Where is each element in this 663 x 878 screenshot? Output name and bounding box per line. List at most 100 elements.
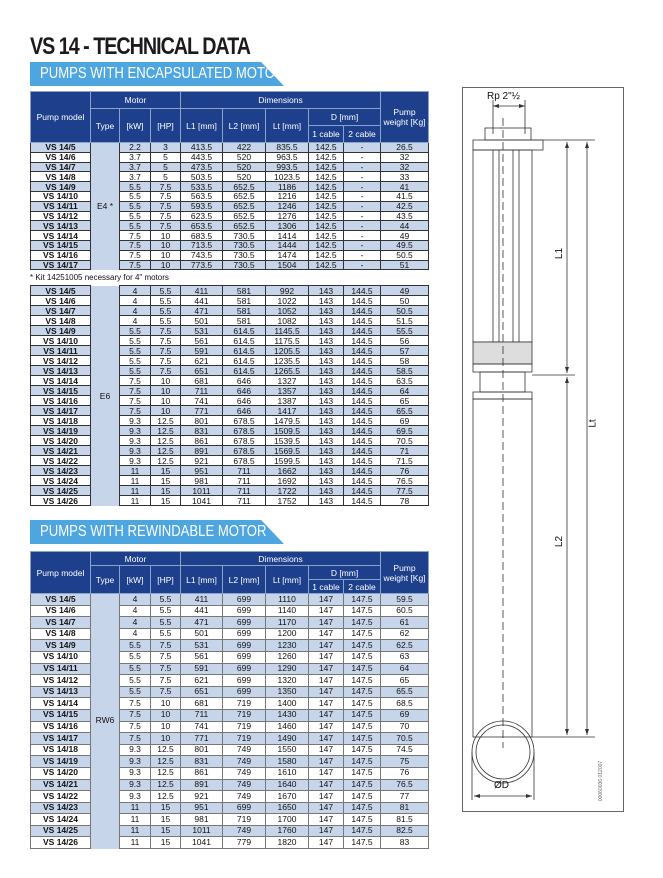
cell-value: 82.5 [380, 824, 430, 838]
cell-value: 1357 [265, 385, 309, 396]
cell-value: 147 [308, 616, 344, 629]
cell-model: VS 14/16 [30, 395, 91, 406]
cell-value: 520 [222, 161, 266, 173]
cell-value: 7.5 [150, 335, 181, 346]
table-row: VS 14/7 4 5.5 471 581 1052 143 144.5 50.5 [30, 305, 429, 316]
cell-value: 1444 [265, 239, 309, 251]
cell-value: 743.5 [180, 249, 223, 261]
table-row: VS 14/25 11 15 1011 749 1760 147 147.5 82.5 [30, 824, 430, 838]
cell-value: 1200 [265, 627, 309, 641]
cell-value: 1417 [265, 405, 309, 416]
cell-value: 5.5 [119, 650, 151, 664]
table-row: VS 14/23 11 15 951 699 1650 147 147.5 81 [30, 801, 430, 815]
cell-value: 50.5 [380, 305, 429, 316]
rp-thread-label: Rp 2"½ [487, 91, 521, 102]
cell-value: 147.5 [342, 616, 382, 629]
cell-value: - [342, 230, 382, 241]
cell-value: 681 [180, 697, 223, 710]
cell-value: 473.5 [180, 161, 223, 173]
cell-value: 147.5 [342, 720, 382, 734]
cell-value: 10 [150, 732, 181, 745]
cell-value: 142.5 [308, 220, 344, 232]
cell-value: 49 [380, 230, 430, 241]
cell-value: 12.5 [150, 445, 181, 456]
cell-value: 142.5 [308, 171, 344, 183]
cell-value: 147 [308, 650, 344, 664]
table-row: VS 14/22 9.3 12.5 921 678.5 1599.5 143 144.5 71.… [30, 455, 429, 466]
cell-model: VS 14/17 [30, 405, 91, 416]
cell-value: 678.5 [222, 455, 266, 466]
header-pump-model: Pump model [30, 551, 91, 594]
table-row: VS 14/24 11 15 981 711 1692 143 144.5 76.5 [30, 475, 429, 486]
cell-value: 3.7 [119, 151, 151, 163]
cell-value: 143 [308, 395, 344, 406]
cell-value: 10 [150, 239, 181, 251]
header-pump-model: Pump model [30, 91, 91, 143]
cell-value: 5.5 [119, 685, 151, 699]
cell-value: 147.5 [342, 593, 382, 606]
l2-label: L2 [554, 535, 566, 548]
cell-value: 7.5 [150, 190, 181, 202]
cell-value: 147 [308, 639, 344, 652]
cell-value: 993.5 [265, 161, 309, 173]
cell-value: 719 [222, 720, 266, 734]
cell-value: 561 [180, 650, 223, 664]
e6-motor-table: VS 14/5 E6 4 5.5 411 581 992 143 144.5 49 VS 14/6 4… [30, 285, 429, 506]
table-row: VS 14/18 9.3 12.5 801 749 1550 147 147.5 74.5 [30, 743, 430, 757]
encapsulated-motor-table: Pump model Motor Dimensions Pump weight [Kg… [30, 91, 430, 271]
header-2-cable: 2 cable [342, 125, 382, 143]
cell-value: 730.5 [222, 259, 266, 271]
cell-value: 719 [222, 813, 266, 826]
cell-value: 1052 [265, 305, 309, 316]
header-type: Type [90, 565, 120, 594]
cell-value: 58 [380, 355, 429, 366]
cell-value: 741 [180, 395, 223, 406]
cell-value: 83 [380, 836, 430, 850]
cell-model: VS 14/5 [30, 593, 91, 606]
cell-model: VS 14/5 [30, 285, 91, 296]
table-row: VS 14/13 5.5 7.5 653.5 652.5 1306 142.5-44 [30, 220, 430, 232]
cell-value: 7.5 [119, 697, 151, 710]
cell-value: 5.5 [150, 616, 181, 629]
cell-value: 531 [180, 639, 223, 652]
cell-value: 7.5 [150, 639, 181, 652]
cell-motor-type: E6 [90, 285, 120, 506]
cell-value: 147 [308, 732, 344, 745]
table-row: VS 14/21 9.3 12.5 891 749 1640 147 147.5 76.5 [30, 778, 430, 792]
cell-value: 69 [380, 415, 429, 426]
cell-value: 42.5 [380, 200, 430, 212]
cell-value: 81.5 [380, 813, 430, 826]
header-weight: Pump weight [Kg] [380, 551, 430, 594]
cell-value: 59.5 [380, 593, 430, 606]
header-l1: L1 [mm] [180, 108, 223, 143]
cell-value: 65.5 [380, 405, 429, 416]
cell-value: 7.5 [119, 230, 151, 241]
cell-value: 711 [222, 495, 266, 506]
cell-value: 699 [222, 685, 266, 699]
cell-value: 5.5 [150, 593, 181, 606]
cell-value: 142.5 [308, 230, 344, 241]
cell-value: 646 [222, 405, 266, 416]
cell-value: 835.5 [265, 142, 309, 153]
cell-value: 12.5 [150, 790, 181, 803]
cell-model: VS 14/8 [30, 171, 91, 183]
cell-value: 441 [180, 295, 223, 306]
cell-value: 58.5 [380, 365, 429, 376]
cell-model: VS 14/12 [30, 674, 91, 687]
cell-value: 144.5 [343, 415, 381, 426]
cell-model: VS 14/23 [30, 801, 91, 815]
cell-value: 32 [380, 151, 430, 163]
cell-value: 652.5 [222, 200, 266, 212]
cell-value: 861 [180, 766, 223, 780]
cell-value: 1327 [265, 375, 309, 386]
cell-value: 1260 [265, 650, 309, 664]
cell-value: 143 [308, 455, 344, 466]
cell-value: 147 [308, 755, 344, 768]
cell-value: 70.5 [380, 435, 429, 446]
cell-value: 1235.5 [265, 355, 309, 366]
cell-value: 711 [180, 708, 223, 722]
pump-dimension-drawing: Rp 2"½ L1 Lt L2 ØD 00060036 012007 [462, 87, 624, 812]
cell-value: 10 [150, 708, 181, 722]
cell-value: 1186 [265, 181, 309, 192]
cell-model: VS 14/20 [30, 766, 91, 780]
